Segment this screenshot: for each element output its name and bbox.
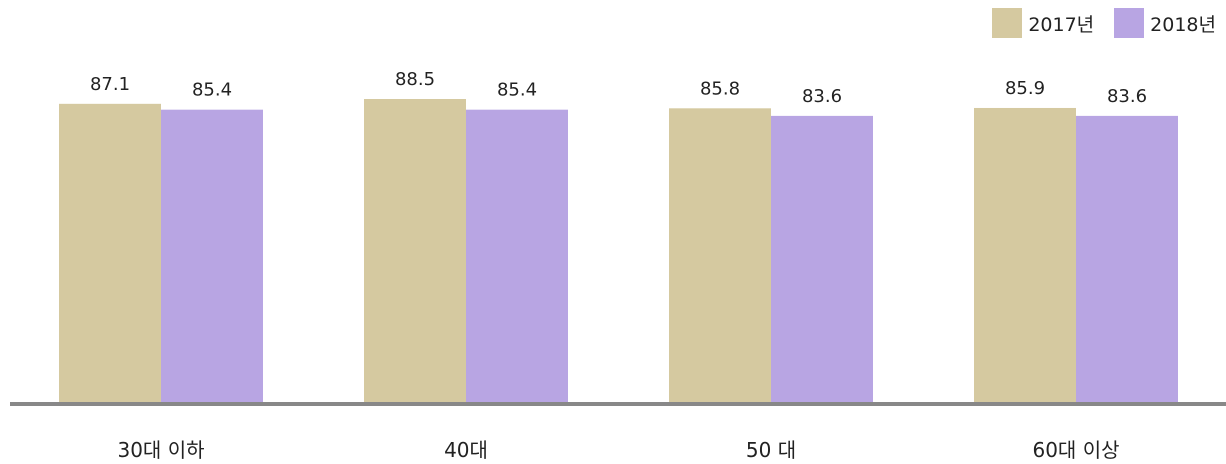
bar-2017-2 xyxy=(669,108,771,404)
legend-item-2017: 2017년 xyxy=(992,8,1094,38)
bar-2018-2 xyxy=(771,115,873,404)
data-label-2018-0: 85.4 xyxy=(192,80,232,101)
data-label-2017-1: 88.5 xyxy=(395,69,435,90)
data-label-2017-0: 87.1 xyxy=(90,74,130,95)
data-label-2018-1: 85.4 xyxy=(497,80,537,101)
x-tick-label-2: 50 대 xyxy=(746,438,796,462)
x-tick-label-3: 60대 이상 xyxy=(1032,438,1119,462)
data-label-2017-2: 85.8 xyxy=(700,78,740,99)
data-label-2018-3: 83.6 xyxy=(1107,86,1147,107)
legend-label-2017: 2017년 xyxy=(1028,13,1095,36)
data-label-2018-2: 83.6 xyxy=(802,86,842,107)
bar-2017-3 xyxy=(974,107,1076,404)
legend: 2017년 2018년 xyxy=(992,8,1216,38)
bar-2018-3 xyxy=(1076,115,1178,404)
legend-swatch-2018 xyxy=(1114,8,1145,38)
bar-2017-0 xyxy=(59,103,161,404)
legend-label-2018: 2018년 xyxy=(1150,13,1216,36)
bar-2017-1 xyxy=(364,99,466,404)
data-label-2017-3: 85.9 xyxy=(1005,78,1045,99)
x-tick-label-0: 30대 이하 xyxy=(117,438,204,462)
legend-swatch-2017 xyxy=(992,8,1023,38)
legend-item-2018: 2018년 xyxy=(1114,8,1216,38)
bar-2018-1 xyxy=(466,109,568,404)
x-tick-label-1: 40대 xyxy=(444,438,488,462)
bar-2018-0 xyxy=(161,109,263,404)
